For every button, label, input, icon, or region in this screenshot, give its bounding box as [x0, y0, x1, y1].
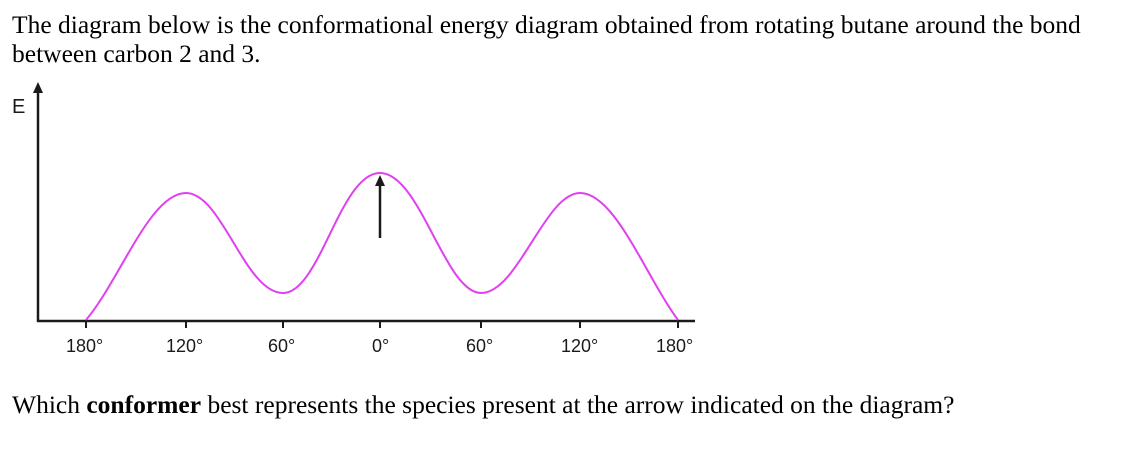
y-axis-label: E: [12, 96, 25, 118]
indicator-arrow-icon: [375, 175, 385, 186]
intro-text: The diagram below is the conformational …: [12, 10, 1081, 68]
svg-text:120°: 120°: [561, 336, 598, 356]
energy-diagram: E 180° 120° 60° 0° 60° 120° 180°: [12, 82, 695, 356]
svg-text:0°: 0°: [372, 336, 389, 356]
question-prefix: Which: [12, 390, 87, 419]
svg-text:120°: 120°: [166, 336, 203, 356]
x-ticks: [85, 321, 679, 328]
question-text: Which conformer best represents the spec…: [12, 390, 1122, 419]
svg-text:60°: 60°: [268, 336, 295, 356]
svg-text:180°: 180°: [66, 336, 103, 356]
question-bold-term: conformer: [86, 390, 202, 419]
x-tick-labels: 180° 120° 60° 0° 60° 120° 180°: [66, 336, 693, 356]
y-axis-arrow-icon: [33, 82, 43, 93]
energy-curve: [85, 171, 679, 321]
svg-text:180°: 180°: [656, 336, 693, 356]
question-suffix: best represents the species present at t…: [201, 390, 955, 419]
svg-text:60°: 60°: [466, 336, 493, 356]
